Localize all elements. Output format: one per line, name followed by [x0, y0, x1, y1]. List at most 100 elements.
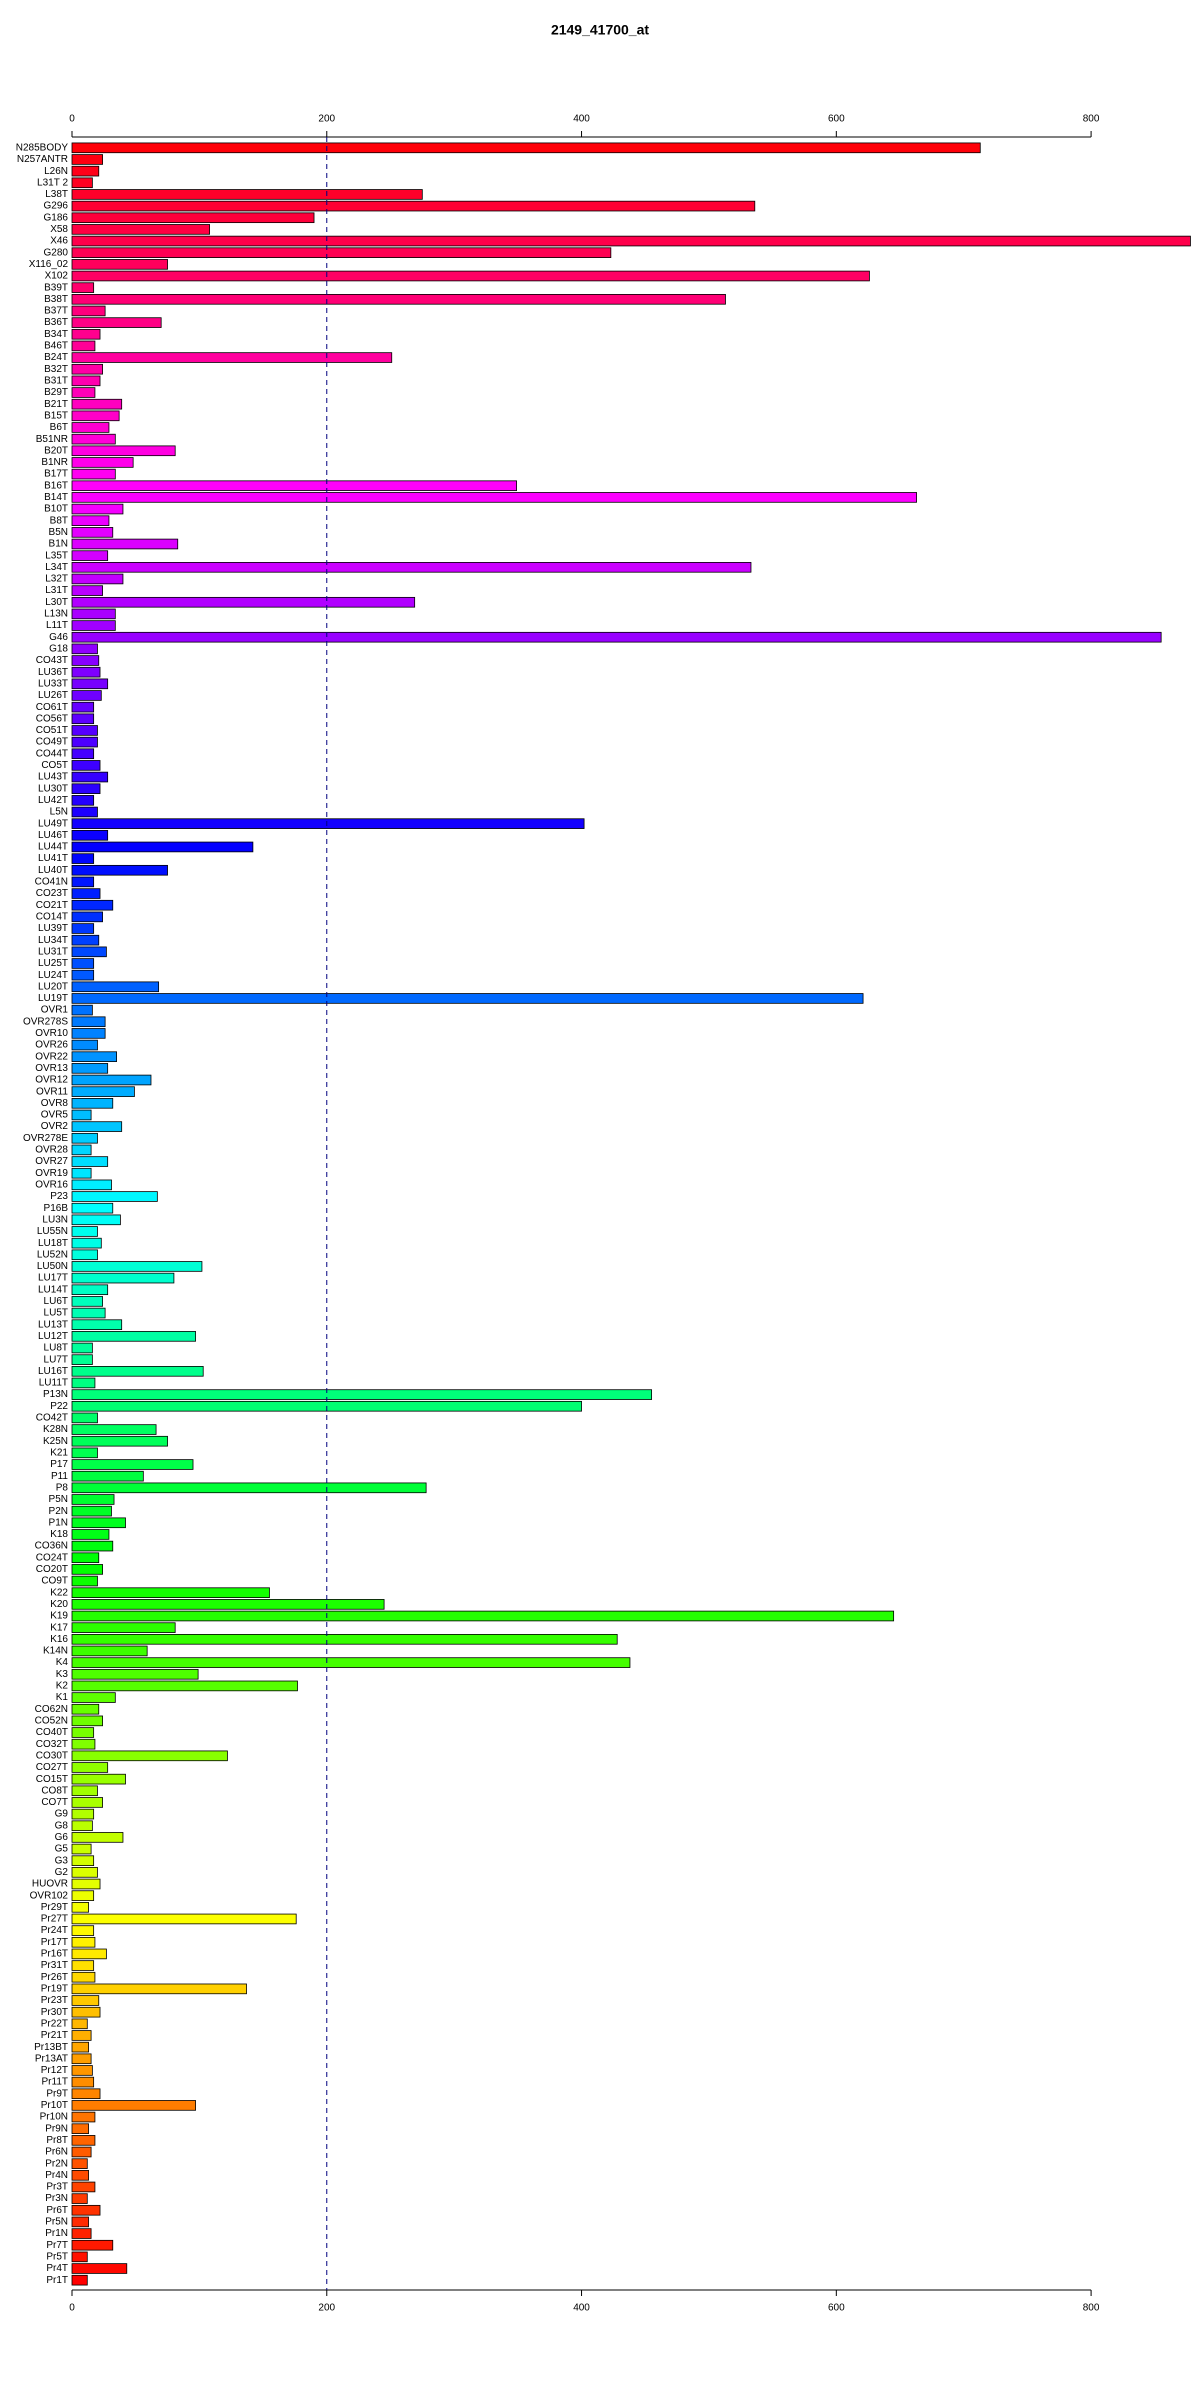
bar	[71, 853, 95, 864]
chart-title: 2149_41700_at	[551, 22, 649, 38]
y-tick-label: CO56T	[36, 713, 68, 724]
bar	[71, 165, 100, 177]
y-tick-label: Pr27T	[41, 1914, 68, 1925]
y-tick-label: K16	[50, 1634, 68, 1645]
y-tick-label: CO40T	[36, 1727, 68, 1738]
bar	[71, 235, 1191, 247]
y-tick-label: B36T	[44, 317, 68, 328]
y-tick-label: OVR16	[35, 1180, 68, 1191]
y-tick-label: OVR102	[30, 1890, 69, 1901]
bar	[71, 1657, 631, 1668]
y-tick-label: B14T	[44, 492, 68, 503]
bar	[71, 1773, 126, 1785]
y-tick-label: Pr4T	[46, 2263, 68, 2274]
bar	[71, 1086, 135, 1097]
bar	[71, 1016, 106, 1028]
bar	[71, 1412, 98, 1424]
y-tick-label: P16B	[44, 1203, 69, 1214]
y-tick-label: B39T	[44, 282, 68, 293]
y-tick-label: CO30T	[36, 1750, 68, 1761]
y-tick-label: N285BODY	[16, 142, 69, 153]
bar	[71, 177, 93, 189]
y-tick-label: OVR12	[35, 1075, 68, 1086]
y-tick-label: B37T	[44, 306, 68, 317]
x-tick-label: 400	[573, 2303, 590, 2314]
y-tick-label: Pr6T	[46, 2205, 68, 2216]
bar	[71, 1983, 247, 1995]
y-tick-label: X58	[50, 224, 68, 235]
bar	[71, 713, 95, 725]
bar	[71, 1715, 103, 1727]
bar	[71, 2030, 92, 2041]
x-tick-label: 600	[828, 114, 845, 125]
y-tick-label: LU5T	[44, 1308, 68, 1319]
y-tick-label: CO20T	[36, 1564, 68, 1575]
y-tick-label: CO42T	[36, 1413, 68, 1424]
bar	[71, 876, 95, 888]
y-tick-label: X116_02	[29, 259, 69, 270]
y-tick-label: Pr31T	[41, 1960, 68, 1971]
y-tick-label: B24T	[44, 352, 68, 363]
y-tick-label: K17	[50, 1622, 68, 1633]
bar	[71, 1738, 96, 1750]
y-tick-label: LU20T	[38, 981, 68, 992]
y-tick-label: Pr22T	[41, 2018, 68, 2029]
y-tick-label: K25N	[43, 1436, 68, 1447]
y-tick-label: LU40T	[38, 865, 68, 876]
bar	[71, 1808, 95, 1820]
y-tick-label: G18	[49, 644, 68, 655]
bar	[71, 1342, 93, 1354]
y-tick-label: K2	[56, 1681, 69, 1692]
bar	[71, 2263, 128, 2274]
y-tick-label: Pr11T	[42, 2077, 69, 2088]
bar	[71, 1634, 618, 1645]
y-tick-label: OVR11	[36, 1086, 68, 1097]
bar	[71, 573, 124, 585]
bar	[71, 655, 100, 666]
x-tick-label: 800	[1083, 114, 1100, 125]
y-tick-label: OVR278E	[23, 1133, 68, 1144]
y-tick-label: L31T 2	[37, 177, 68, 188]
y-tick-label: K14N	[43, 1646, 68, 1657]
bar	[71, 1575, 98, 1587]
bar	[71, 1470, 144, 1482]
y-tick-label: LU52N	[37, 1249, 68, 1260]
y-tick-label: CO44T	[36, 748, 68, 759]
y-tick-label: B31T	[44, 376, 68, 387]
bar	[71, 1785, 98, 1797]
y-tick-label: B32T	[44, 364, 68, 375]
y-tick-label: Pr16T	[41, 1949, 68, 1960]
bar	[71, 1214, 121, 1226]
bar	[71, 1191, 158, 1202]
y-tick-label: LU3N	[42, 1214, 68, 1225]
y-tick-label: CO32T	[36, 1739, 68, 1750]
bar	[71, 305, 106, 317]
y-tick-label: K28N	[43, 1424, 68, 1435]
bar	[71, 818, 585, 829]
y-tick-label: X102	[45, 271, 69, 282]
bar	[71, 492, 917, 503]
y-tick-label: CO52N	[35, 1716, 68, 1727]
y-tick-label: CO43T	[36, 655, 68, 666]
y-tick-label: P11	[51, 1471, 68, 1482]
bar	[71, 224, 210, 235]
bar	[71, 1039, 98, 1051]
bar	[71, 1098, 114, 1109]
bar	[71, 1144, 92, 1156]
y-tick-label: K21	[50, 1448, 68, 1459]
y-tick-label: CO14T	[36, 912, 68, 923]
bar	[71, 1063, 109, 1074]
y-tick-label: LU46T	[38, 830, 68, 841]
bar	[71, 1377, 96, 1389]
y-tick-label: P13N	[43, 1389, 68, 1400]
bar	[71, 888, 101, 899]
bar	[71, 690, 102, 701]
y-tick-label: B6T	[50, 422, 68, 433]
bar	[71, 1272, 175, 1284]
y-tick-label: N257ANTR	[17, 154, 68, 165]
y-tick-label: LU31T	[38, 946, 68, 957]
y-tick-label: B1NR	[41, 457, 68, 468]
bar	[71, 1692, 116, 1703]
bar	[71, 363, 103, 375]
y-tick-label: L26N	[44, 166, 68, 177]
